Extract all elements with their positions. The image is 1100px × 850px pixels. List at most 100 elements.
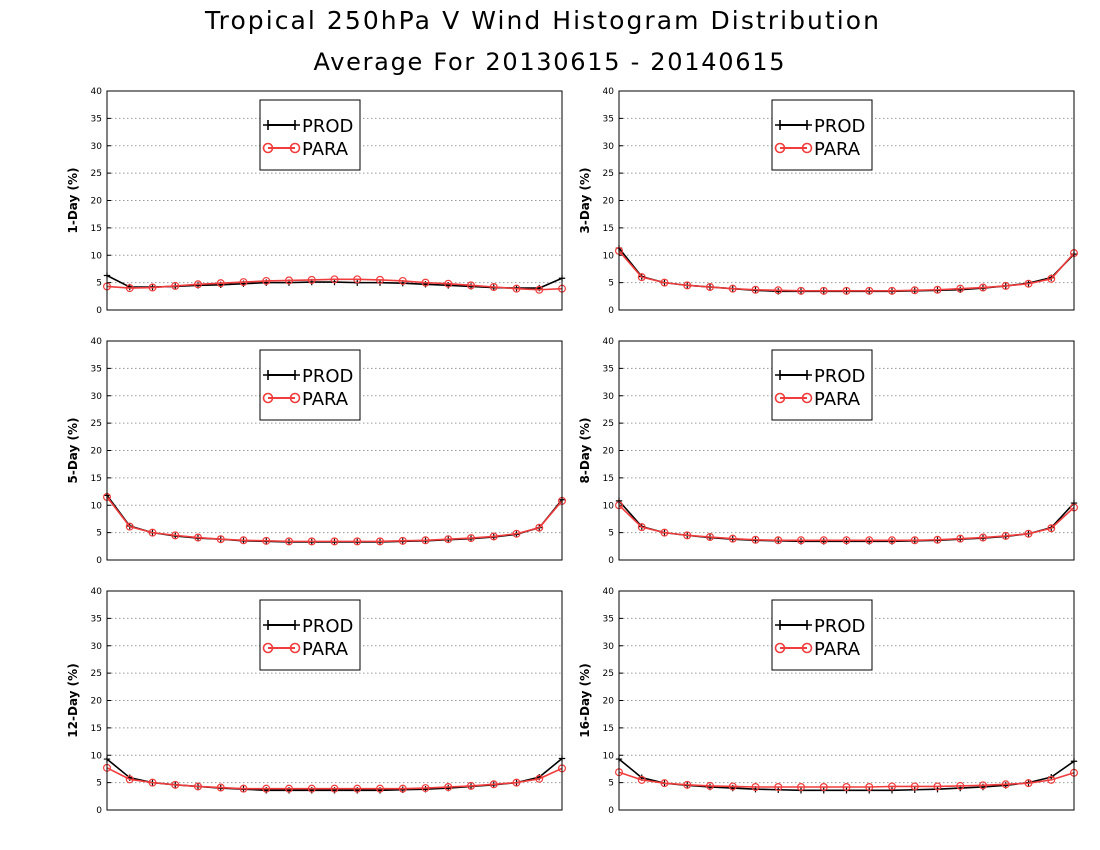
data-point-para: [512, 529, 521, 538]
data-point-para: [819, 286, 828, 295]
data-point-para: [933, 285, 942, 294]
y-tick-label: 15: [91, 474, 102, 484]
data-point-para: [842, 783, 851, 792]
data-point-para: [637, 273, 646, 282]
figure-subtitle: Average For 20130615 - 20140615: [314, 48, 785, 76]
series-line-para: [618, 250, 1075, 292]
data-point-para: [535, 523, 544, 532]
data-point-para: [1047, 274, 1056, 283]
series-line-para: [106, 278, 563, 291]
y-tick-label: 35: [603, 614, 614, 624]
data-point-para: [285, 537, 294, 546]
legend-marker-para: [289, 642, 301, 654]
data-point-para: [535, 774, 544, 783]
data-point-para: [865, 536, 874, 545]
legend-label: PARA: [302, 139, 349, 160]
data-point-para: [1001, 531, 1010, 540]
data-point-para: [489, 283, 498, 292]
legend-entry-prod: PROD: [775, 116, 865, 137]
y-tick-label: 30: [91, 142, 103, 152]
y-tick-label: 10: [603, 251, 615, 261]
legend-marker-para: [262, 642, 274, 654]
data-point-para: [1047, 775, 1056, 784]
data-point-para: [637, 775, 646, 784]
y-tick-label: 25: [603, 669, 614, 679]
data-point-para: [353, 784, 362, 793]
legend-label: PROD: [814, 366, 865, 387]
data-point-para: [285, 276, 294, 285]
data-point-para: [1001, 780, 1010, 789]
data-point-para: [171, 281, 180, 290]
y-axis-label: 5-Day (%): [66, 417, 80, 483]
data-point-para: [285, 784, 294, 793]
y-tick-label: 10: [603, 751, 615, 761]
data-point-para: [148, 778, 157, 787]
data-point-para: [796, 783, 805, 792]
data-point-para: [887, 536, 896, 545]
legend-entry-prod: PROD: [263, 616, 353, 637]
legend-label: PROD: [302, 616, 353, 637]
y-tick-label: 30: [603, 642, 615, 652]
data-point-para: [467, 281, 476, 290]
data-point-para: [910, 286, 919, 295]
data-point-para: [751, 783, 760, 792]
data-point-para: [728, 782, 737, 791]
legend-label: PARA: [814, 139, 861, 160]
y-tick-label: 20: [91, 447, 103, 457]
data-point-para: [683, 780, 692, 789]
y-tick-label: 5: [96, 279, 102, 289]
data-point-para: [705, 533, 714, 542]
y-tick-label: 0: [96, 806, 102, 816]
data-point-para: [956, 534, 965, 543]
data-point-para: [774, 783, 783, 792]
data-point-para: [933, 782, 942, 791]
legend-marker-para: [289, 392, 301, 404]
data-point-para: [683, 531, 692, 540]
y-tick-label: 10: [91, 501, 103, 511]
data-point-para: [421, 536, 430, 545]
data-point-para: [330, 784, 339, 793]
legend-entry-prod: PROD: [263, 116, 353, 137]
data-point-para: [978, 283, 987, 292]
legend-entry-para: PARA: [774, 389, 861, 410]
y-tick-label: 20: [603, 197, 615, 207]
data-point-para: [512, 284, 521, 293]
y-tick-label: 40: [603, 337, 615, 347]
data-point-para: [535, 285, 544, 294]
data-point-para: [887, 286, 896, 295]
y-axis-label: 3-Day (%): [578, 167, 592, 233]
y-tick-label: 0: [608, 306, 614, 316]
data-point-para: [239, 784, 248, 793]
legend-entry-para: PARA: [774, 639, 861, 660]
plot-frame: [106, 590, 563, 811]
legend-marker-para: [801, 392, 813, 404]
data-point-para: [307, 784, 316, 793]
legend-label: PROD: [814, 616, 865, 637]
data-point-para: [978, 781, 987, 790]
data-point-para: [376, 537, 385, 546]
data-point-para: [819, 536, 828, 545]
y-tick-label: 40: [603, 87, 615, 97]
data-point-para: [705, 283, 714, 292]
y-tick-label: 10: [91, 251, 103, 261]
data-point-para: [216, 783, 225, 792]
data-point-para: [194, 533, 203, 542]
legend-box: [259, 349, 361, 421]
data-point-para: [376, 275, 385, 284]
data-point-para: [774, 286, 783, 295]
y-tick-label: 25: [603, 419, 614, 429]
data-point-para: [489, 780, 498, 789]
data-point-para: [1001, 281, 1010, 290]
data-point-para: [398, 536, 407, 545]
legend-marker-para: [262, 392, 274, 404]
y-tick-label: 15: [91, 724, 102, 734]
legend-box: [771, 349, 873, 421]
data-point-para: [376, 784, 385, 793]
data-point-para: [956, 781, 965, 790]
data-point-para: [148, 283, 157, 292]
data-point-para: [307, 537, 316, 546]
y-tick-label: 15: [603, 224, 614, 234]
